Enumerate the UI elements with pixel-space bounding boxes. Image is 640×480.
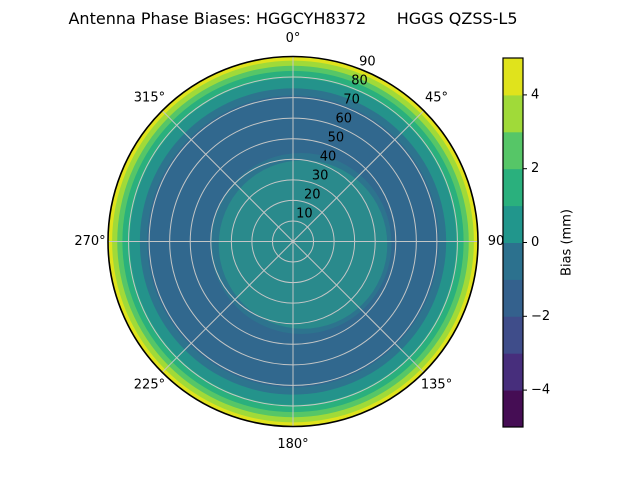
r-tick-label-10: 10: [296, 206, 313, 221]
theta-tick-label-135: 135°: [421, 378, 452, 393]
theta-tick-label-315: 315°: [134, 90, 165, 105]
colorbar-segment-1to2: [503, 168, 523, 207]
polar-rim: [107, 55, 479, 428]
theta-tick-label-0: 0°: [286, 31, 301, 46]
colorbar-segment-2to3: [503, 131, 523, 170]
colorbar-segment-−3to−2: [503, 316, 523, 354]
colorbar-segment-−1to0: [503, 242, 523, 280]
theta-tick-label-45: 45°: [425, 90, 448, 105]
colorbar-segment-4to5: [503, 58, 523, 96]
colorbar-axis-label: Bias (mm): [560, 209, 575, 276]
theta-gridline-135: [292, 241, 425, 373]
theta-gridline-315: [161, 110, 294, 242]
colorbar-segment-0to1: [503, 205, 523, 243]
colorbar-segment-−4to−3: [503, 353, 523, 391]
r-tick-label-20: 20: [304, 187, 321, 202]
contour-ring-bias-0to1: [218, 160, 388, 329]
r-tick-label-80: 80: [351, 74, 368, 89]
colorbar-tick-label--2: −2: [531, 309, 550, 324]
theta-tick-label-225: 225°: [134, 378, 165, 393]
r-tick-labels: 10 20 30 40 50 60 70 80 90: [296, 55, 375, 222]
theta-gridline-45: [292, 110, 425, 242]
r-tick-label-90: 90: [359, 55, 376, 70]
r-tick-label-50: 50: [328, 130, 345, 145]
colorbar-tick-label--4: −4: [531, 383, 550, 398]
colorbar-tick-label-0: 0: [531, 235, 539, 250]
theta-gridline-225: [161, 241, 294, 373]
r-tick-label-40: 40: [320, 149, 337, 164]
colorbar-segment-−2to−1: [503, 279, 523, 317]
r-tick-label-60: 60: [335, 112, 352, 127]
chart-title: Antenna Phase Biases: HGGCYH8372 HGGS QZ…: [68, 9, 518, 28]
colorbar-tick-label-2: 2: [531, 161, 539, 176]
theta-tick-label-180: 180°: [277, 437, 308, 452]
theta-tick-label-90: 90: [488, 234, 505, 249]
theta-tick-label-270: 270°: [74, 234, 105, 249]
colorbar: 4 2 0 −2 −4 Bias (mm): [502, 57, 575, 428]
colorbar-segment-−5to−4: [503, 390, 523, 428]
theta-tick-labels: 0° 45° 90 135° 180° 225° 270° 315°: [74, 31, 504, 452]
r-tick-label-30: 30: [312, 168, 329, 183]
colorbar-tick-label-4: 4: [531, 87, 539, 102]
polar-grid: [108, 56, 478, 427]
colorbar-segment-3to4: [503, 94, 523, 133]
r-tick-label-70: 70: [343, 93, 360, 108]
